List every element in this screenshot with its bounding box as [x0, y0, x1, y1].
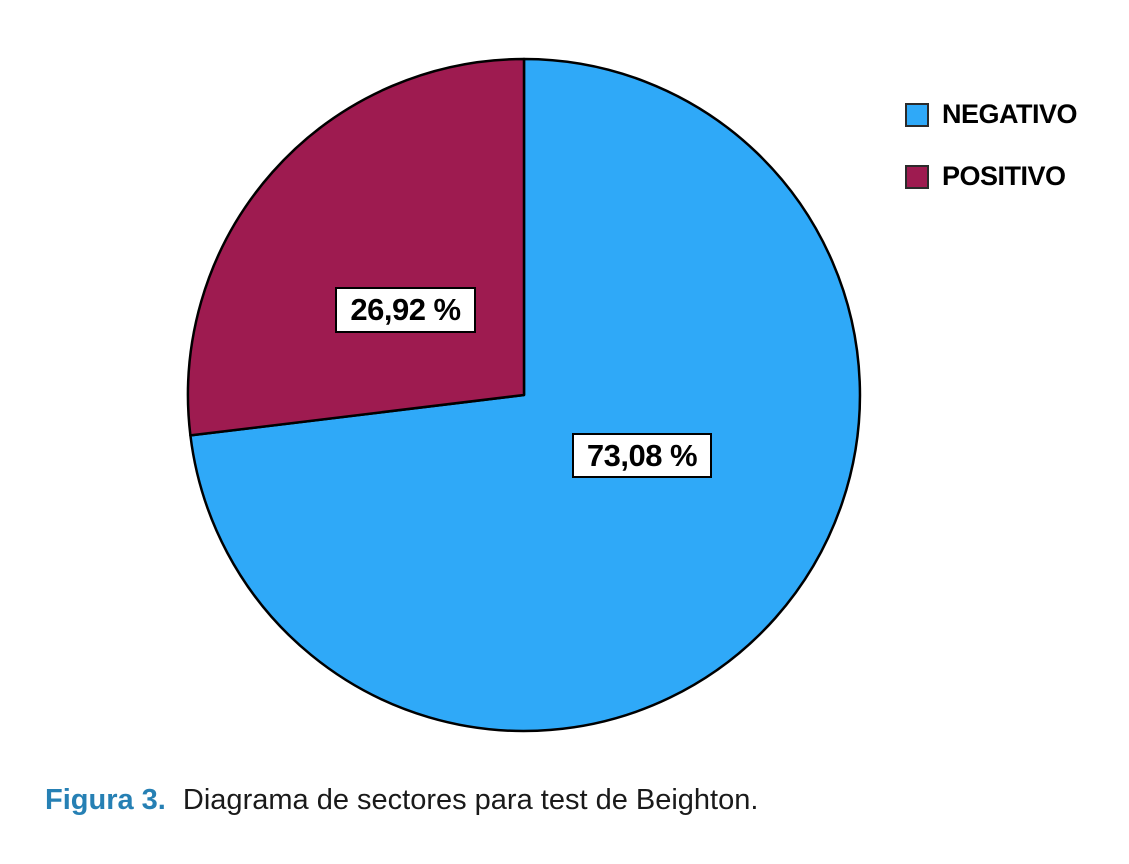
legend-item-negativo: NEGATIVO [905, 99, 1078, 130]
legend-label-negativo: NEGATIVO [942, 99, 1078, 129]
legend: NEGATIVO POSITIVO [905, 99, 1078, 192]
slice-value-label-negativo: 73,08 % [572, 433, 712, 478]
figure-caption-text: Diagrama de sectores para test de Beight… [182, 784, 759, 816]
figure-caption: Figura 3. Diagrama de sectores para test… [45, 784, 758, 817]
legend-swatch-negativo-icon [905, 102, 929, 127]
legend-label-positivo: POSITIVO [942, 161, 1066, 191]
legend-swatch-positivo-icon [905, 164, 929, 189]
slice-value-label-positivo: 26,92 % [335, 287, 476, 333]
legend-item-positivo: POSITIVO [905, 161, 1077, 192]
figure-caption-number: Figura 3. [45, 784, 166, 816]
pie-slice-positivo [186, 57, 526, 437]
